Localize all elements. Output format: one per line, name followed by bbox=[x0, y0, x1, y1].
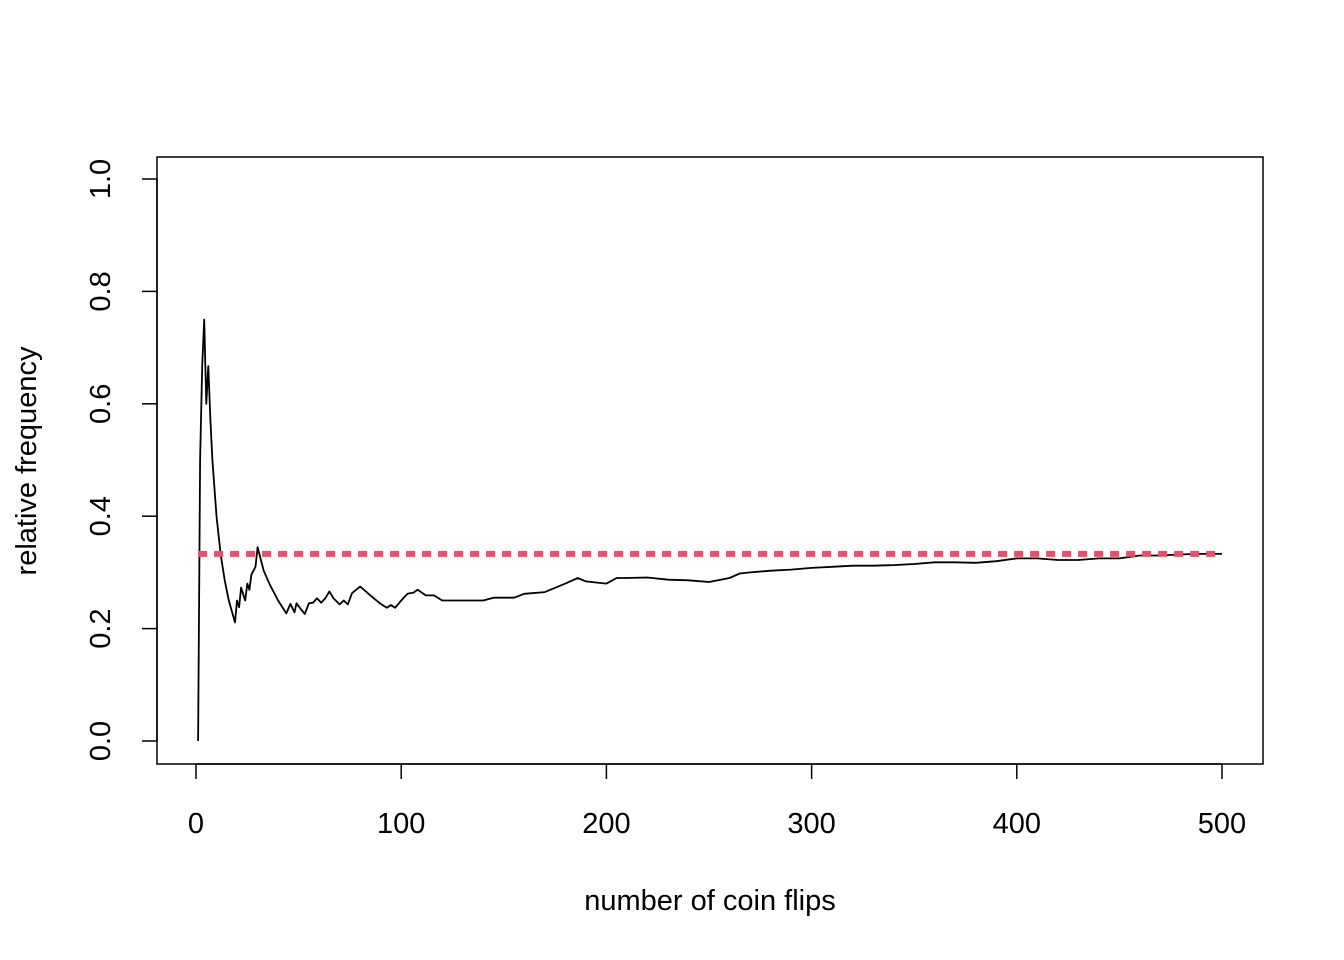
y-tick-label: 1.0 bbox=[85, 159, 117, 199]
x-tick-label: 100 bbox=[377, 808, 425, 840]
series-layer bbox=[197, 318, 1222, 742]
x-axis: 0 100 200 300 400 500 bbox=[188, 763, 1246, 840]
plot-frame bbox=[156, 156, 1264, 765]
y-tick-label: 0.4 bbox=[85, 496, 117, 536]
x-axis-label: number of coin flips bbox=[584, 885, 835, 917]
y-tick-label: 0.0 bbox=[85, 721, 117, 761]
x-tick-label: 500 bbox=[1198, 808, 1246, 840]
x-tick-label: 400 bbox=[993, 808, 1041, 840]
y-tick-label: 0.6 bbox=[85, 384, 117, 424]
y-tick-label: 0.8 bbox=[85, 271, 117, 311]
x-tick-label: 0 bbox=[188, 808, 204, 840]
y-axis-label: relative frequency bbox=[11, 346, 43, 575]
y-axis: 0.0 0.2 0.4 0.6 0.8 1.0 bbox=[85, 159, 158, 761]
frequency-line bbox=[197, 318, 1222, 742]
y-tick-label: 0.2 bbox=[85, 608, 117, 648]
x-tick-label: 300 bbox=[787, 808, 835, 840]
x-tick-label: 200 bbox=[582, 808, 630, 840]
